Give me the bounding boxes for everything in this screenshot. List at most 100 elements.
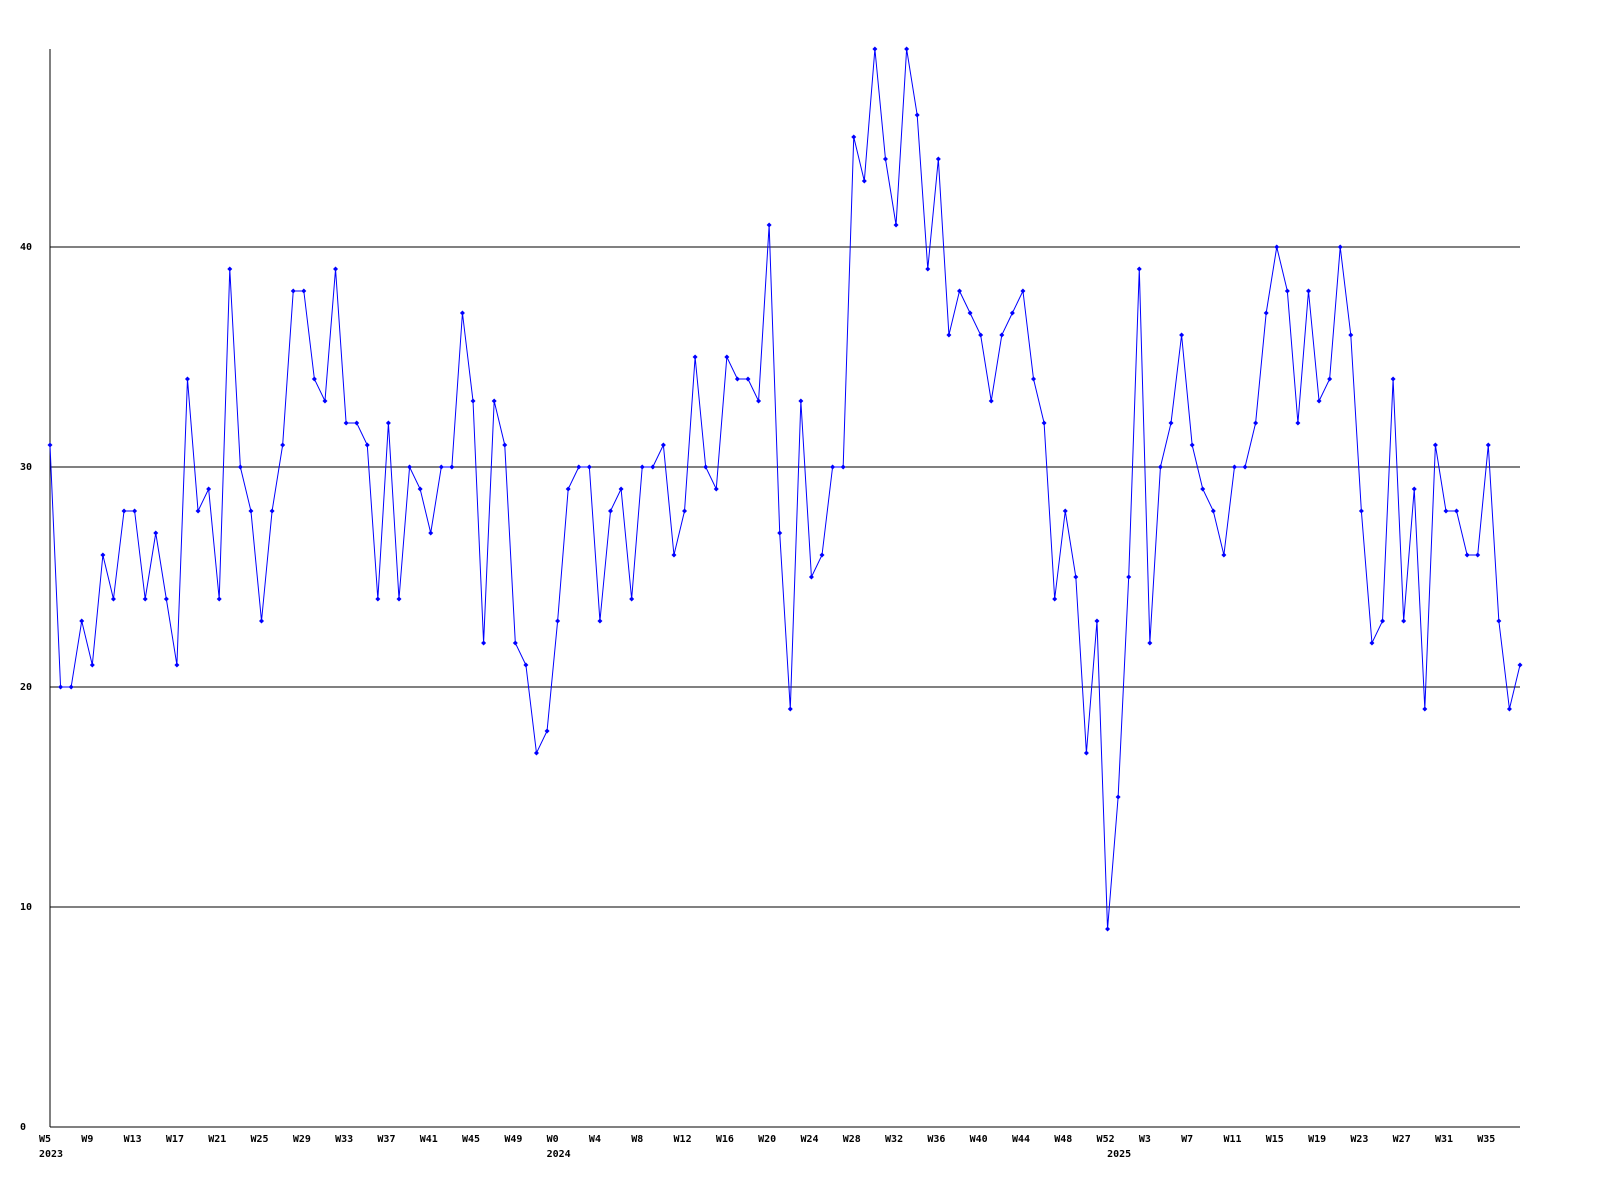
x-tick-label: W7 [1181,1134,1193,1145]
data-point [1052,596,1058,602]
data-point [1284,288,1290,294]
data-point [47,442,53,448]
data-point [819,552,825,558]
y-tick-label: 0 [20,1122,26,1133]
data-point [132,508,138,514]
data-point [1009,310,1015,316]
data-point [280,442,286,448]
data-point [956,288,962,294]
data-point [1210,508,1216,514]
data-point [354,420,360,426]
data-point [79,618,85,624]
x-tick-label: W27 [1393,1134,1411,1145]
data-point [1253,420,1259,426]
data-point [967,310,973,316]
data-point [502,442,508,448]
data-point [629,596,635,602]
data-point [364,442,370,448]
data-point [206,486,212,492]
data-point [544,728,550,734]
data-line [49,48,1521,930]
data-point [671,552,677,558]
data-point [481,640,487,646]
x-tick-label: W29 [293,1134,311,1145]
x-tick-label: W3 [1139,1134,1151,1145]
data-point [174,662,180,668]
data-point [68,684,74,690]
x-tick-label: W19 [1308,1134,1326,1145]
x-tick-label: W45 [462,1134,480,1145]
data-point [216,596,222,602]
x-tick-label: W0 [547,1134,559,1145]
x-tick-label: W32 [885,1134,903,1145]
data-point [449,464,455,470]
data-point [1327,376,1333,382]
data-point [1369,640,1375,646]
data-point [1157,464,1163,470]
x-tick-label: W31 [1435,1134,1453,1145]
x-year-label: 2025 [1107,1149,1131,1160]
data-point [650,464,656,470]
data-point [1380,618,1386,624]
x-tick-label: W20 [758,1134,776,1145]
data-point [893,222,899,228]
data-point [586,464,592,470]
x-year-label: 2023 [39,1149,63,1160]
data-point [1062,508,1068,514]
data-point [1221,552,1227,558]
data-point [1443,508,1449,514]
data-point [703,464,709,470]
data-point [1337,244,1343,250]
data-point [1083,750,1089,756]
data-point [692,354,698,360]
data-point [301,288,307,294]
data-point [840,464,846,470]
data-point [259,618,265,624]
data-point [1422,706,1428,712]
data-point [110,596,116,602]
data-point [407,464,413,470]
data-point [428,530,434,536]
x-tick-label: W41 [420,1134,438,1145]
y-tick-label: 20 [20,682,32,693]
x-tick-label: W17 [166,1134,184,1145]
data-point [1464,552,1470,558]
data-point [851,134,857,140]
data-point [1168,420,1174,426]
x-tick-label: W5 [39,1134,51,1145]
data-point [184,376,190,382]
data-point [58,684,64,690]
data-point [1390,376,1396,382]
data-point [904,46,910,52]
x-tick-label: W24 [800,1134,818,1145]
data-point [766,222,772,228]
x-tick-label: W33 [335,1134,353,1145]
data-point [565,486,571,492]
x-tick-label: W11 [1223,1134,1241,1145]
data-point [872,46,878,52]
x-tick-label: W52 [1097,1134,1115,1145]
data-point [491,398,497,404]
data-point [1242,464,1248,470]
data-point [1316,398,1322,404]
data-point [914,112,920,118]
x-tick-label: W23 [1350,1134,1368,1145]
data-point [798,398,804,404]
data-point [459,310,465,316]
data-point [142,596,148,602]
data-point [163,596,169,602]
data-point [1432,442,1438,448]
data-point [1105,926,1111,932]
data-point [1126,574,1132,580]
data-point [1485,442,1491,448]
data-point [396,596,402,602]
y-tick-label: 10 [20,902,32,913]
data-point [89,662,95,668]
data-point [438,464,444,470]
data-point [946,332,952,338]
data-point [734,376,740,382]
data-point [978,332,984,338]
data-point [724,354,730,360]
data-point [555,618,561,624]
